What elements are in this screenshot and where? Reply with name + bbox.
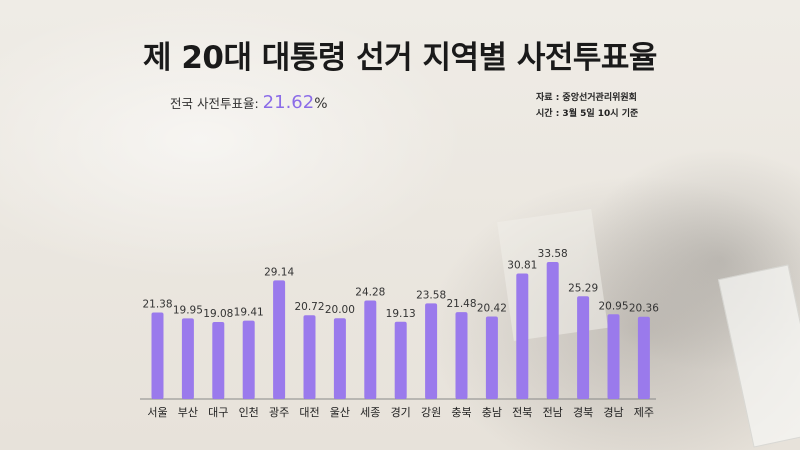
data-label-9: 19.13: [386, 308, 416, 320]
category-label-9: 경기: [391, 406, 411, 419]
data-label-14: 33.58: [538, 248, 568, 260]
bar-7: [333, 318, 346, 399]
data-label-6: 20.72: [294, 301, 324, 313]
data-label-17: 20.36: [629, 303, 659, 315]
data-label-1: 21.38: [142, 298, 172, 310]
data-label-4: 19.41: [234, 307, 264, 319]
category-label-17: 제주: [634, 406, 654, 419]
category-label-6: 대전: [299, 406, 319, 419]
category-label-2: 부산: [178, 406, 198, 419]
bar-5: [273, 280, 286, 399]
chart-title: 제 20대 대통령 선거 지역별 사전투표율: [143, 40, 657, 76]
chart-meta: 자료 : 중앙선거관리위원회 시간 : 3월 5일 10시 기준: [536, 90, 638, 122]
category-label-5: 광주: [269, 406, 289, 419]
category-label-3: 대구: [208, 406, 228, 419]
category-label-15: 경북: [573, 406, 593, 419]
bar-3: [212, 322, 225, 399]
bar-12: [485, 316, 498, 399]
data-label-8: 24.28: [355, 286, 385, 298]
category-label-16: 경남: [603, 406, 623, 419]
bar-1: [151, 312, 164, 399]
data-label-11: 21.48: [446, 298, 476, 310]
national-turnout-rate: 21.62: [262, 92, 315, 113]
data-label-13: 30.81: [507, 259, 537, 271]
bar-6: [303, 315, 316, 399]
category-label-11: 충북: [451, 406, 471, 419]
category-label-8: 세종: [360, 406, 380, 419]
source-note: 자료 : 중앙선거관리위원회: [536, 93, 637, 103]
data-label-16: 20.95: [598, 300, 628, 312]
national-turnout-label: 전국 사전투표율:: [170, 96, 259, 111]
category-label-1: 서울: [147, 406, 167, 419]
category-label-10: 강원: [421, 406, 441, 419]
bar-11: [455, 312, 468, 399]
data-label-2: 19.95: [173, 304, 203, 316]
bar-14: [546, 261, 559, 399]
bar-13: [516, 273, 529, 399]
bar-9: [394, 321, 407, 399]
category-label-4: 인천: [239, 405, 259, 419]
data-label-10: 23.58: [416, 289, 446, 301]
bar-16: [607, 314, 620, 399]
data-label-3: 19.08: [203, 308, 233, 320]
national-turnout-unit: %: [314, 96, 328, 112]
category-label-14: 전남: [543, 406, 563, 419]
bar-15: [577, 296, 590, 399]
bar-4: [242, 320, 255, 399]
category-label-12: 충남: [482, 406, 502, 419]
category-label-7: 울산: [330, 406, 350, 419]
category-label-13: 전북: [512, 406, 532, 419]
time-note: 시간 : 3월 5일 10시 기준: [536, 109, 639, 119]
bar-2: [181, 318, 194, 399]
national-turnout: 전국 사전투표율: 21.62%: [170, 92, 328, 113]
data-label-15: 25.29: [568, 282, 598, 294]
bar-8: [364, 300, 377, 399]
bar-10: [425, 303, 438, 399]
bar-17: [637, 316, 650, 399]
data-label-5: 29.14: [264, 266, 294, 278]
data-label-7: 20.00: [325, 304, 355, 316]
data-label-12: 20.42: [477, 302, 507, 314]
